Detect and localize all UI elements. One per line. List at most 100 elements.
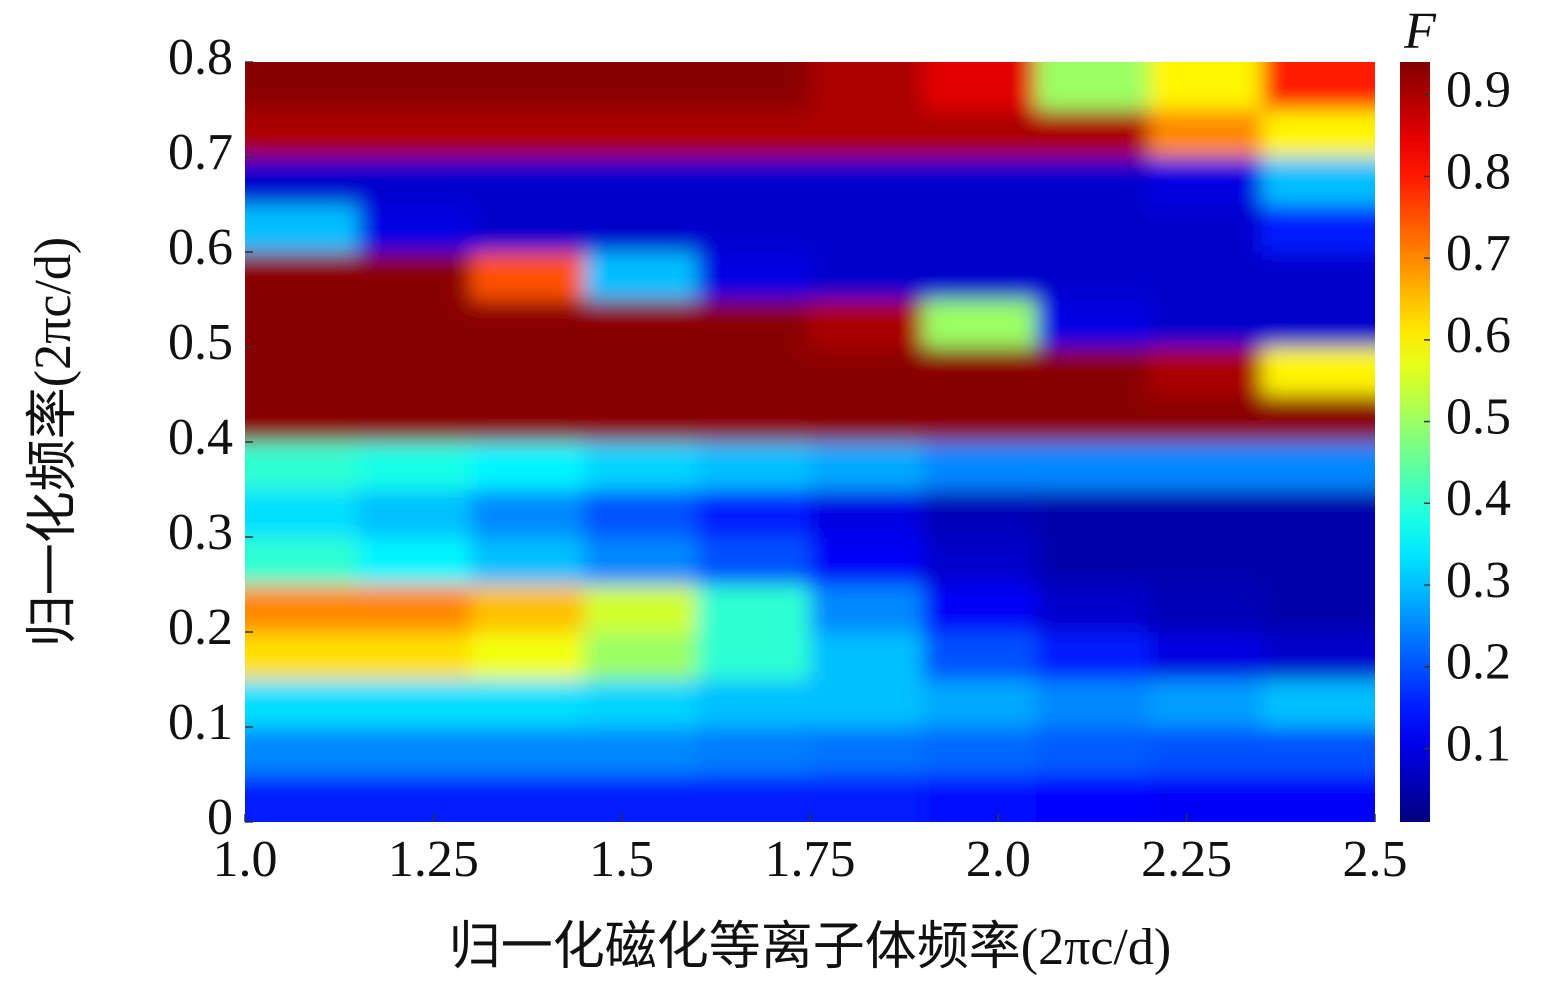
heatmap-cell	[697, 157, 811, 205]
heatmap-cell	[1036, 584, 1150, 633]
heatmap-cell	[1149, 727, 1263, 775]
heatmap-cell	[810, 727, 924, 775]
heatmap-cell	[1036, 299, 1150, 348]
heatmap-cell	[245, 632, 359, 680]
y-tick-label: 0.6	[168, 219, 233, 276]
heatmap-cell	[810, 489, 924, 538]
heatmap-cell	[1262, 109, 1375, 158]
heatmap-cell	[1149, 632, 1263, 680]
heatmap-cell	[245, 347, 359, 395]
heatmap-cell	[358, 394, 472, 443]
heatmap-cell	[358, 679, 472, 728]
heatmap-cell	[1149, 62, 1263, 110]
heatmap-cell	[697, 394, 811, 443]
heatmap-cell	[584, 442, 698, 490]
heatmap-cell	[1036, 204, 1150, 253]
heatmap-cell	[358, 632, 472, 680]
y-tick-label: 0.8	[168, 29, 233, 86]
heatmap-cell	[584, 347, 698, 395]
heatmap-cell	[923, 157, 1037, 205]
colorbar-tick-label: 0.2	[1446, 634, 1511, 691]
heatmap-cell	[810, 157, 924, 205]
heatmap-cell	[584, 157, 698, 205]
heatmap-cell	[1262, 489, 1375, 538]
x-tick-label: 2.0	[966, 831, 1031, 888]
heatmap-cell	[358, 727, 472, 775]
heatmap-cell	[245, 109, 359, 158]
heatmap-cell	[358, 584, 472, 633]
heatmap-cell	[810, 774, 924, 822]
colorbar-tick-label: 0.8	[1446, 143, 1511, 200]
heatmap-cell	[1036, 679, 1150, 728]
heatmap-cell	[358, 537, 472, 585]
y-axis-label: 归一化频率(2πc/d)	[25, 237, 82, 647]
y-tick-label: 0.7	[168, 124, 233, 181]
heatmap-cell	[810, 299, 924, 348]
heatmap-cell	[1262, 442, 1375, 490]
heatmap-cell	[584, 62, 698, 110]
heatmap-cell	[1149, 489, 1263, 538]
heatmap-cell	[810, 584, 924, 633]
heatmap-cell	[1262, 347, 1375, 395]
heatmap-cell	[810, 679, 924, 728]
heatmap-cell	[1262, 62, 1375, 110]
heatmap-cell	[1036, 252, 1150, 300]
heatmap-cell	[1149, 204, 1263, 253]
heatmap-cell	[584, 679, 698, 728]
heatmap-cell	[584, 537, 698, 585]
heatmap-cell	[810, 62, 924, 110]
heatmap-cell	[245, 157, 359, 205]
heatmap-cell	[471, 632, 585, 680]
heatmap-cell	[358, 489, 472, 538]
heatmap-cell	[1262, 299, 1375, 348]
y-tick-label: 0.2	[168, 599, 233, 656]
heatmap-cell	[471, 774, 585, 822]
y-tick-label: 0.4	[168, 409, 233, 466]
heatmap-cell	[810, 394, 924, 443]
heatmap-cell	[697, 727, 811, 775]
heatmap-cell	[1149, 394, 1263, 443]
x-tick-label: 1.75	[765, 831, 856, 888]
heatmap-cell	[245, 727, 359, 775]
y-tick-label: 0.3	[168, 504, 233, 561]
heatmap-cell	[1036, 62, 1150, 110]
heatmap-cell	[471, 299, 585, 348]
heatmap-cell	[1149, 299, 1263, 348]
heatmap-cell	[923, 204, 1037, 253]
heatmap-cell	[697, 679, 811, 728]
heatmap-cell	[697, 299, 811, 348]
heatmap-cell	[1149, 537, 1263, 585]
heatmap-cell	[1149, 774, 1263, 822]
heatmap-cell	[923, 727, 1037, 775]
heatmap-cell	[810, 347, 924, 395]
heatmap-cell	[923, 252, 1037, 300]
heatmap-cell	[584, 109, 698, 158]
x-tick-label: 1.25	[388, 831, 479, 888]
heatmap-cell	[471, 157, 585, 205]
heatmap-cell	[1036, 632, 1150, 680]
heatmap-cell	[584, 727, 698, 775]
heatmap-cell	[810, 537, 924, 585]
heatmap-cell	[584, 489, 698, 538]
heatmap-cell	[471, 537, 585, 585]
colorbar-tick-label: 0.3	[1446, 552, 1511, 609]
heatmap-cell	[584, 299, 698, 348]
heatmap-cell	[1149, 157, 1263, 205]
heatmap-cell	[923, 394, 1037, 443]
heatmap-cell	[1262, 204, 1375, 253]
heatmap-cell	[697, 347, 811, 395]
heatmap-cell	[1036, 774, 1150, 822]
heatmap-cell	[584, 632, 698, 680]
heatmap-cell	[1262, 727, 1375, 775]
heatmap-cell	[471, 394, 585, 443]
heatmap-cell	[1036, 109, 1150, 158]
heatmap	[245, 62, 1375, 822]
heatmap-cell	[697, 774, 811, 822]
heatmap-cell	[245, 774, 359, 822]
heatmap-cell	[923, 774, 1037, 822]
heatmap-cell	[1036, 489, 1150, 538]
colorbar-label: F	[1403, 3, 1437, 60]
heatmap-cell	[245, 584, 359, 633]
heatmap-cell	[810, 252, 924, 300]
heatmap-cell	[471, 347, 585, 395]
